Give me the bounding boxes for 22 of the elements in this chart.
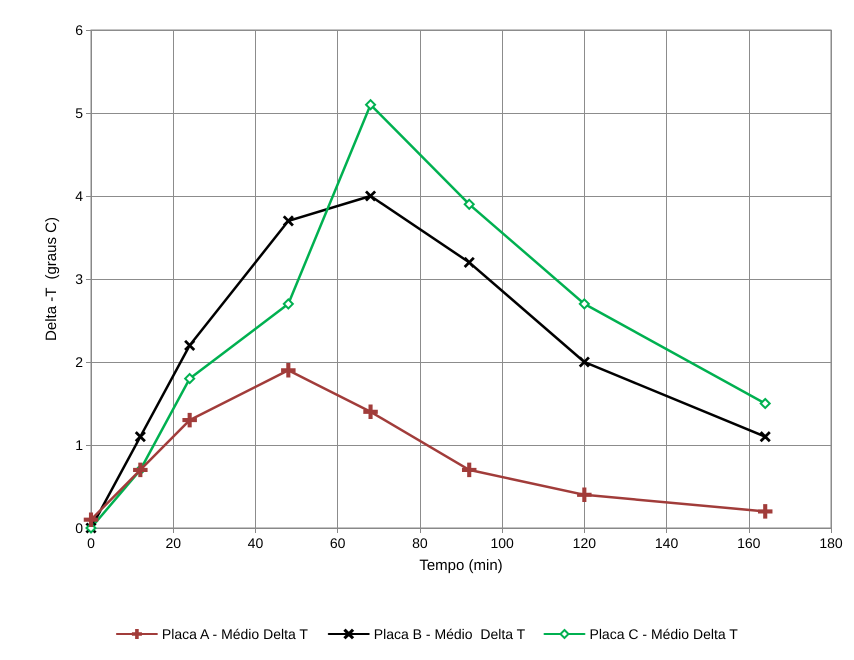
x-tick-label: 60 <box>330 535 346 551</box>
legend-label: Placa C - Médio Delta T <box>589 626 738 642</box>
y-tick-label: 2 <box>75 354 84 370</box>
x-tick-label: 160 <box>737 535 761 551</box>
x-tick-label: 40 <box>248 535 264 551</box>
y-tick-label: 6 <box>75 22 84 38</box>
legend-label: Placa A - Médio Delta T <box>162 626 308 642</box>
x-tick-label: 180 <box>819 535 843 551</box>
y-tick-label: 1 <box>75 437 84 453</box>
y-tick-label: 4 <box>75 188 84 204</box>
legend-label: Placa B - Médio Delta T <box>374 626 526 642</box>
y-tick-label: 0 <box>75 520 84 536</box>
x-tick-label: 140 <box>654 535 678 551</box>
x-tick-label: 100 <box>490 535 514 551</box>
x-axis-title: Tempo (min) <box>419 557 503 574</box>
y-axis-title: Delta -T (graus C) <box>43 217 60 341</box>
y-tick-label: 3 <box>75 271 84 287</box>
x-tick-label: 80 <box>412 535 428 551</box>
x-tick-label: 120 <box>572 535 596 551</box>
y-tick-label: 5 <box>75 105 84 121</box>
x-tick-label: 0 <box>87 535 96 551</box>
x-tick-label: 20 <box>165 535 182 551</box>
